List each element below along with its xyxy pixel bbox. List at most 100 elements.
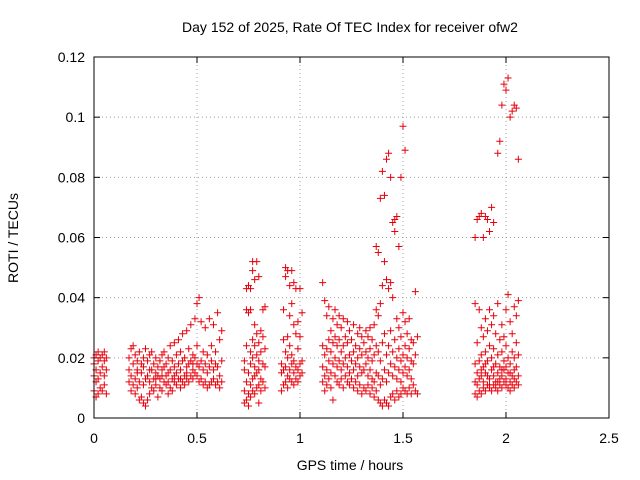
data-point-plus [181, 381, 189, 389]
data-point-plus [94, 375, 102, 383]
data-point-plus [395, 366, 403, 374]
data-point-plus [209, 321, 217, 329]
data-point-plus [490, 218, 498, 226]
data-point-plus [350, 348, 358, 356]
data-point-plus [321, 387, 329, 395]
data-point-plus [277, 360, 285, 368]
data-point-plus [329, 339, 337, 347]
data-point-plus [288, 351, 296, 359]
data-point-plus [319, 363, 327, 371]
data-point-plus [205, 363, 213, 371]
data-point-plus [364, 381, 372, 389]
data-point-plus [284, 333, 292, 341]
data-point-plus [323, 345, 331, 353]
data-point-plus [172, 351, 180, 359]
data-point-plus [319, 342, 327, 350]
data-point-plus [389, 372, 397, 380]
data-point-plus [150, 360, 158, 368]
x-tick-label: 0.5 [187, 430, 207, 446]
data-point-plus [494, 378, 502, 386]
data-point-plus [207, 342, 215, 350]
data-point-plus [510, 303, 518, 311]
data-point-plus [327, 384, 335, 392]
data-point-plus [407, 390, 415, 398]
data-point-plus [296, 285, 304, 293]
data-point-plus [358, 351, 366, 359]
data-point-plus [395, 345, 403, 353]
data-point-plus [508, 348, 516, 356]
data-point-plus [327, 348, 335, 356]
data-point-plus [259, 378, 267, 386]
data-point-plus [319, 378, 327, 386]
data-point-plus [257, 387, 265, 395]
data-point-plus [512, 104, 520, 112]
data-point-plus [510, 354, 518, 362]
data-point-plus [368, 384, 376, 392]
data-point-plus [362, 387, 370, 395]
data-point-plus [486, 375, 494, 383]
data-point-plus [362, 348, 370, 356]
data-point-plus [500, 80, 508, 88]
data-point-plus [290, 381, 298, 389]
data-point-plus [257, 327, 265, 335]
data-point-plus [506, 360, 514, 368]
data-point-plus [201, 378, 209, 386]
data-point-plus [168, 357, 176, 365]
data-point-plus [345, 369, 353, 377]
data-point-plus [383, 351, 391, 359]
data-point-plus [490, 372, 498, 380]
data-point-plus [127, 372, 135, 380]
data-point-plus [411, 351, 419, 359]
data-point-plus [209, 366, 217, 374]
data-point-plus [341, 354, 349, 362]
data-point-plus [389, 390, 397, 398]
data-point-plus [366, 324, 374, 332]
data-point-plus [245, 402, 252, 410]
data-point-plus [481, 315, 489, 323]
data-point-plus [216, 336, 224, 344]
data-point-plus [372, 387, 380, 395]
data-points [90, 74, 522, 410]
data-point-plus [498, 384, 506, 392]
data-point-plus [372, 342, 380, 350]
data-point-plus [494, 351, 502, 359]
data-point-plus [399, 351, 407, 359]
data-point-plus [486, 381, 494, 389]
data-point-plus [339, 342, 347, 350]
data-point-plus [245, 369, 252, 377]
data-point-plus [354, 387, 362, 395]
data-point-plus [473, 381, 481, 389]
data-point-plus [127, 387, 135, 395]
data-point-plus [142, 402, 149, 410]
data-point-plus [102, 366, 110, 374]
data-point-plus [156, 357, 164, 365]
y-tick-label: 0.12 [58, 49, 85, 65]
data-point-plus [387, 327, 395, 335]
data-point-plus [337, 366, 345, 374]
data-point-plus [152, 381, 160, 389]
data-point-plus [405, 384, 413, 392]
data-point-plus [500, 357, 508, 365]
data-point-plus [329, 315, 337, 323]
data-point-plus [348, 375, 355, 383]
data-point-plus [471, 234, 479, 241]
data-point-plus [282, 378, 290, 386]
data-point-plus [387, 279, 395, 287]
data-point-plus [506, 318, 514, 326]
data-point-plus [512, 363, 520, 371]
data-point-plus [401, 146, 409, 154]
data-point-plus [352, 342, 360, 350]
data-point-plus [413, 390, 421, 398]
data-point-plus [251, 342, 259, 350]
data-point-plus [473, 393, 481, 401]
data-point-plus [296, 333, 304, 341]
data-point-plus [247, 285, 255, 293]
x-tick-label: 0 [90, 430, 98, 446]
data-point-plus [288, 267, 296, 275]
data-point-plus [372, 243, 380, 251]
y-tick-label: 0.08 [58, 169, 85, 185]
data-point-plus [385, 369, 393, 377]
data-point-plus [475, 357, 483, 365]
data-point-plus [502, 363, 510, 371]
